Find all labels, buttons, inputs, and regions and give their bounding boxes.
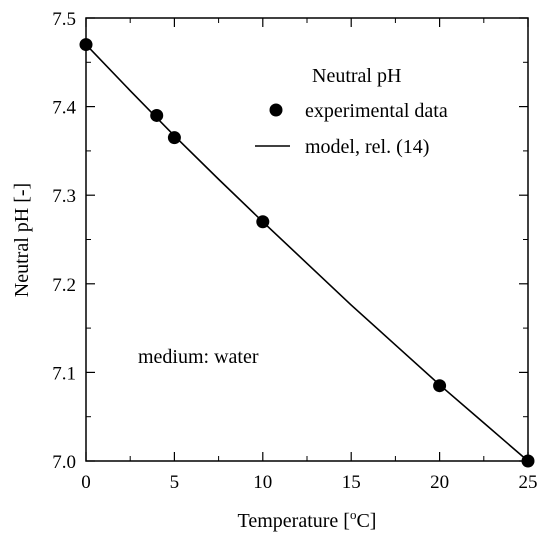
legend-entry-model: model, rel. (14) xyxy=(305,136,429,158)
y-tick-label: 7.4 xyxy=(52,98,76,119)
x-tick-label: 0 xyxy=(81,472,91,493)
tick-labels: 0 5 10 15 20 25 7.0 7.1 7.2 7.3 7.4 7.5 xyxy=(52,9,537,493)
plot-frame xyxy=(85,17,529,462)
data-point xyxy=(150,108,164,122)
y-tick-label: 7.1 xyxy=(52,363,76,384)
x-tick-label: 10 xyxy=(253,472,272,493)
medium-annotation: medium: water xyxy=(138,346,259,368)
x-axis-label: Temperature [oC] xyxy=(238,507,377,532)
legend-marker-circle xyxy=(269,103,283,117)
data-point xyxy=(79,38,93,52)
y-tick-label: 7.0 xyxy=(52,452,76,473)
data-point xyxy=(433,379,447,393)
tick-marks xyxy=(85,17,529,462)
y-axis-label: Neutral pH [-] xyxy=(11,183,33,297)
y-tick-label: 7.2 xyxy=(52,275,76,296)
x-tick-label: 25 xyxy=(519,472,538,493)
x-tick-label: 15 xyxy=(342,472,361,493)
y-tick-label: 7.3 xyxy=(52,186,76,207)
data-point xyxy=(167,131,181,145)
data-point xyxy=(521,454,535,468)
x-tick-label: 5 xyxy=(170,472,180,493)
data-points xyxy=(79,38,535,468)
legend-title: Neutral pH xyxy=(312,65,401,87)
x-tick-label: 20 xyxy=(430,472,449,493)
legend-entry-experimental: experimental data xyxy=(305,100,448,122)
y-tick-label: 7.5 xyxy=(52,9,76,30)
data-point xyxy=(256,215,270,229)
